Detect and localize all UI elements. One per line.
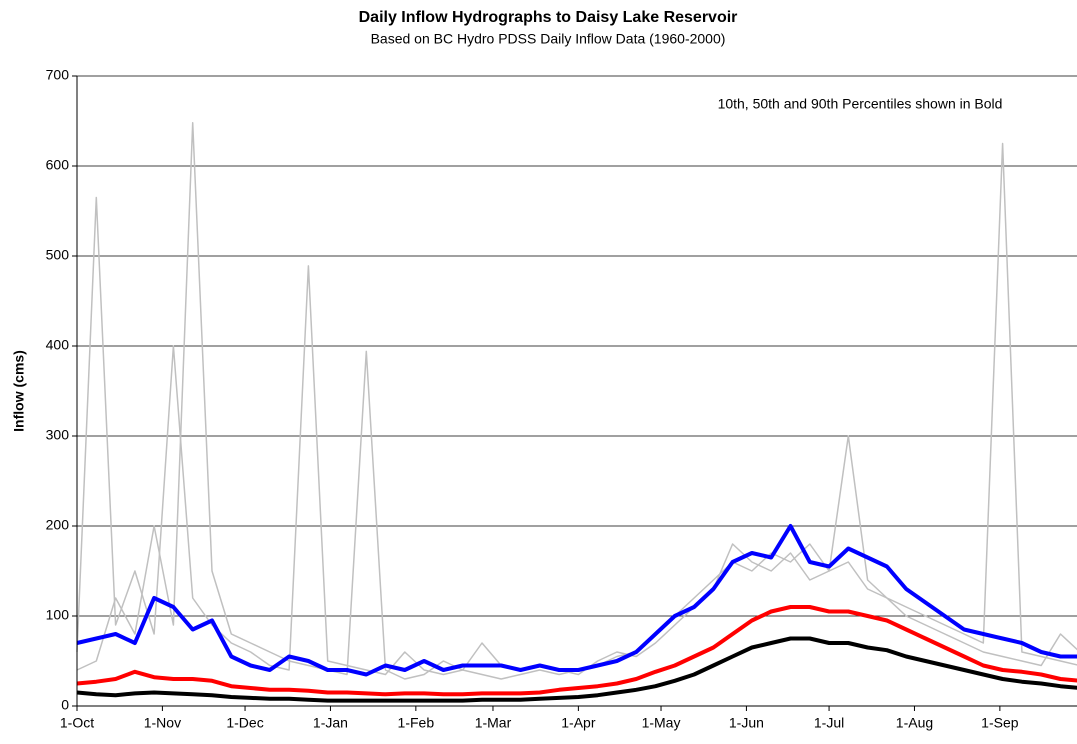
series-line — [76, 122, 1077, 680]
y-tick-label: 100 — [46, 607, 70, 623]
y-tick-label: 0 — [61, 697, 69, 713]
y-tick-label: 200 — [46, 517, 70, 533]
y-tick-label: 600 — [46, 157, 70, 173]
series-line — [76, 524, 1077, 677]
series-line — [76, 142, 1077, 676]
y-tick-label: 300 — [46, 427, 70, 443]
series-line — [76, 636, 1077, 703]
y-axis-label: Inflow (cms) — [11, 350, 27, 432]
x-tick-label: 1-May — [642, 715, 681, 731]
x-tick-label: 1-Feb — [398, 715, 435, 731]
y-tick-label: 500 — [46, 247, 70, 263]
y-tick-label: 400 — [46, 337, 70, 353]
x-tick-label: 1-Nov — [144, 715, 181, 731]
x-tick-label: 1-Aug — [896, 715, 933, 731]
series-line — [76, 605, 1077, 697]
x-tick-label: 1-Jan — [313, 715, 348, 731]
chart-title: Daily Inflow Hydrographs to Daisy Lake R… — [359, 9, 738, 26]
x-tick-label: 1-Mar — [475, 715, 512, 731]
x-tick-label: 1-Oct — [60, 715, 94, 731]
x-tick-label: 1-Dec — [226, 715, 263, 731]
chart-subtitle: Based on BC Hydro PDSS Daily Inflow Data… — [371, 31, 726, 47]
y-tick-label: 700 — [46, 67, 70, 83]
x-tick-label: 1-Jun — [729, 715, 764, 731]
x-tick-label: 1-Apr — [561, 715, 596, 731]
annotation: 10th, 50th and 90th Percentiles shown in… — [718, 96, 1003, 112]
x-tick-label: 1-Sep — [981, 715, 1019, 731]
x-tick-label: 1-Jul — [814, 715, 844, 731]
